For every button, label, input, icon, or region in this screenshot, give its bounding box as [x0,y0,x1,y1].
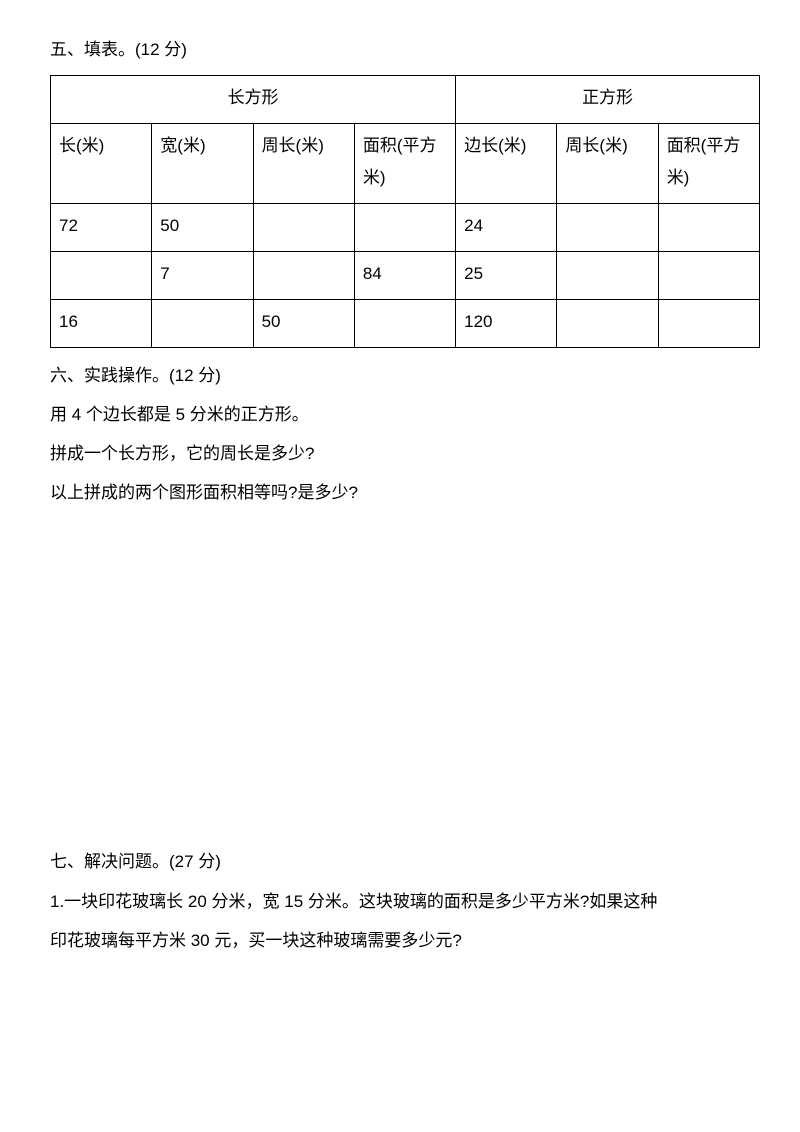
cell [557,300,658,348]
cell [253,204,354,252]
section-7-q1a: 1.一块印花玻璃长 20 分米，宽 15 分米。这块玻璃的面积是多少平方米?如果… [50,882,760,921]
col-perimeter-sq: 周长(米) [557,124,658,204]
cell [658,300,759,348]
cell [152,300,253,348]
section-6-line1: 用 4 个边长都是 5 分米的正方形。 [50,395,760,434]
col-area-sq: 面积(平方米) [658,124,759,204]
cell: 7 [152,252,253,300]
cell [253,252,354,300]
col-length: 长(米) [51,124,152,204]
cell: 25 [456,252,557,300]
cell [51,252,152,300]
section-5-title: 五、填表。(12 分) [50,30,760,69]
cell [557,204,658,252]
section-6-line2: 拼成一个长方形，它的周长是多少? [50,434,760,473]
cell: 24 [456,204,557,252]
section-7-title: 七、解决问题。(27 分) [50,842,760,881]
column-header-row: 长(米) 宽(米) 周长(米) 面积(平方米) 边长(米) 周长(米) 面积(平… [51,124,760,204]
fill-table: 长方形 正方形 长(米) 宽(米) 周长(米) 面积(平方米) 边长(米) 周长… [50,75,760,348]
cell [557,252,658,300]
cell [354,204,455,252]
section-7-q1b: 印花玻璃每平方米 30 元，买一块这种玻璃需要多少元? [50,921,760,960]
cell: 84 [354,252,455,300]
cell [354,300,455,348]
cell: 16 [51,300,152,348]
table-row: 7 84 25 [51,252,760,300]
section-6-line3: 以上拼成的两个图形面积相等吗?是多少? [50,473,760,512]
group-header-square: 正方形 [456,76,760,124]
group-header-rect: 长方形 [51,76,456,124]
col-side: 边长(米) [456,124,557,204]
table-row: 16 50 120 [51,300,760,348]
cell: 50 [152,204,253,252]
cell: 120 [456,300,557,348]
cell: 72 [51,204,152,252]
workspace-gap [50,512,760,842]
col-width: 宽(米) [152,124,253,204]
section-6-title: 六、实践操作。(12 分) [50,356,760,395]
col-area-rect: 面积(平方米) [354,124,455,204]
cell [658,252,759,300]
cell [658,204,759,252]
table-row: 72 50 24 [51,204,760,252]
group-header-row: 长方形 正方形 [51,76,760,124]
cell: 50 [253,300,354,348]
col-perimeter-rect: 周长(米) [253,124,354,204]
